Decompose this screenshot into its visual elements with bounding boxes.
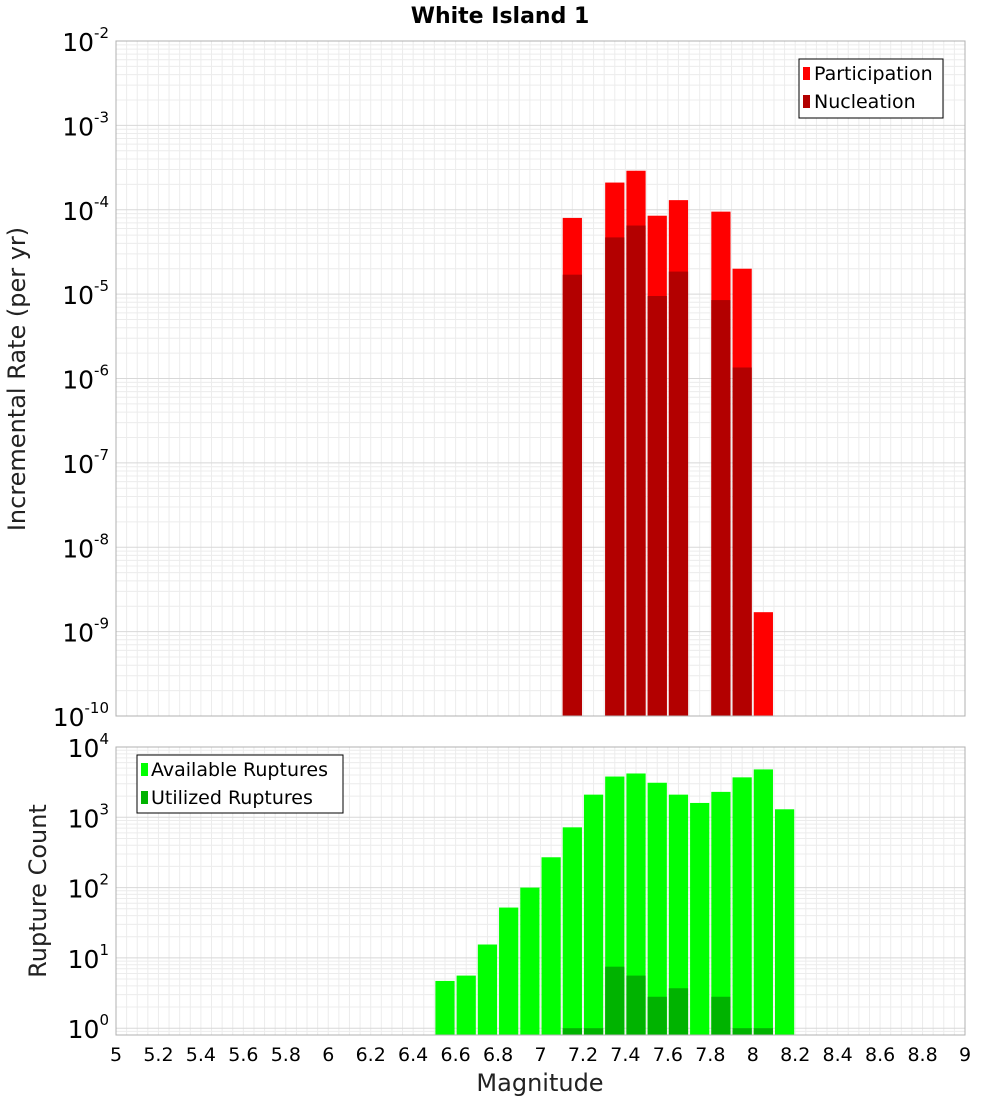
- rate-y-tick-label: 10-3: [62, 108, 109, 141]
- count-legend: Available Ruptures Utilized Ruptures: [136, 754, 344, 814]
- rate-y-axis-label: Incremental Rate (per yr): [3, 227, 31, 531]
- x-tick-label: 6: [322, 1044, 334, 1066]
- x-tick-label: 6.2: [356, 1044, 386, 1066]
- x-tick-label: 7.4: [610, 1044, 640, 1066]
- count-bar-series1: [753, 769, 773, 1035]
- x-tick-label: 9: [959, 1044, 971, 1066]
- x-tick-label: 6.6: [440, 1044, 470, 1066]
- rate-bar-series1: [753, 612, 773, 716]
- x-tick-label: 5.6: [228, 1044, 258, 1066]
- chart-title: White Island 1: [411, 4, 590, 29]
- count-bar-series1: [690, 802, 710, 1035]
- count-y-tick-label: 100: [68, 1011, 109, 1044]
- count-bar-series1: [647, 782, 667, 1035]
- rate-y-tick-label: 10-9: [62, 615, 109, 648]
- legend-label-participation: Participation: [814, 63, 933, 85]
- rate-bar-series2: [668, 271, 689, 716]
- legend-swatch-participation: [803, 67, 810, 80]
- count-bar-series2: [562, 1028, 582, 1035]
- count-bar-series1: [774, 809, 795, 1035]
- rate-panel: 10-10 10-9 10-8 10-7 10-6 10-5 10-4 10-3 10-2 In…: [3, 24, 966, 732]
- x-tick-label: 7.2: [568, 1044, 598, 1066]
- count-bar-series2: [647, 996, 667, 1035]
- legend-label-nucleation: Nucleation: [814, 91, 916, 113]
- count-bar-series1: [583, 794, 604, 1035]
- rate-plot-border: [115, 40, 966, 717]
- rate-y-tick-label: 10-2: [62, 24, 109, 57]
- count-bar-series1: [499, 907, 519, 1035]
- legend-swatch-available: [141, 763, 148, 776]
- rate-y-tick-label: 10-6: [62, 362, 109, 395]
- x-tick-label: 6.4: [398, 1044, 428, 1066]
- rate-bar-series2: [732, 367, 752, 716]
- rate-y-tick-label: 10-4: [62, 193, 109, 226]
- rate-bar-series2: [626, 225, 646, 716]
- rate-y-tick-label: 10-5: [62, 277, 109, 310]
- rate-y-tick-labels: 10-10 10-9 10-8 10-7 10-6 10-5 10-4 10-3 10-2: [53, 24, 109, 732]
- count-bar-series2: [583, 1028, 604, 1035]
- rate-y-tick-label: 10-8: [62, 530, 109, 563]
- count-legend-box: [136, 754, 344, 814]
- count-bar-series1: [435, 980, 455, 1035]
- x-tick-label: 5.8: [271, 1044, 301, 1066]
- count-y-axis-label: Rupture Count: [24, 804, 52, 978]
- count-bar-series2: [626, 975, 646, 1035]
- x-tick-label: 5.4: [186, 1044, 216, 1066]
- rate-legend: Participation Nucleation: [798, 58, 944, 119]
- count-bar-series2: [605, 966, 625, 1035]
- count-bar-series1: [626, 773, 646, 1035]
- count-bars: [435, 769, 795, 1035]
- count-y-tick-label: 102: [68, 871, 109, 904]
- count-bar-series1: [541, 857, 561, 1035]
- count-bar-series1: [456, 975, 476, 1035]
- count-bar-series1: [732, 777, 752, 1035]
- x-tick-label: 8.2: [780, 1044, 810, 1066]
- count-bar-series1: [477, 944, 498, 1035]
- count-bar-series1: [562, 827, 582, 1035]
- x-tick-label: 8: [747, 1044, 759, 1066]
- count-bar-series2: [753, 1028, 773, 1035]
- x-tick-label: 5.2: [143, 1044, 173, 1066]
- count-panel: 100 101 102 103 104 5 5.2 5.4 5.6 5.8 6 6.2 6.4 6.6 6…: [24, 730, 971, 1097]
- rate-bars: [562, 170, 773, 717]
- legend-swatch-nucleation: [803, 95, 810, 108]
- x-tick-labels: 5 5.2 5.4 5.6 5.8 6 6.2 6.4 6.6 6.8 7 7.2 7.4 7.6 7.8 8…: [110, 1044, 971, 1066]
- count-plot-border: [115, 746, 966, 1036]
- count-bar-series1: [668, 794, 689, 1035]
- rate-bar-series2: [562, 274, 582, 716]
- x-tick-label: 8.6: [865, 1044, 895, 1066]
- x-tick-label: 6.8: [483, 1044, 513, 1066]
- count-bar-series2: [732, 1028, 752, 1035]
- count-bar-series2: [711, 996, 731, 1035]
- rate-gridlines: [115, 40, 966, 717]
- x-axis-label: Magnitude: [476, 1069, 603, 1097]
- x-tick-label: 7: [534, 1044, 546, 1066]
- count-y-tick-label: 104: [68, 730, 109, 763]
- legend-swatch-utilized: [141, 791, 148, 804]
- count-bar-series2: [668, 988, 689, 1035]
- x-tick-label: 7.6: [653, 1044, 683, 1066]
- rate-bar-series2: [647, 296, 667, 716]
- x-tick-label: 8.8: [907, 1044, 937, 1066]
- x-tick-label: 5: [110, 1044, 122, 1066]
- rate-bar-series2: [605, 237, 625, 716]
- count-y-tick-label: 101: [68, 941, 109, 974]
- rate-bar-series2: [711, 300, 731, 716]
- x-tick-label: 7.8: [695, 1044, 725, 1066]
- x-tick-label: 8.4: [823, 1044, 853, 1066]
- count-bar-series1: [711, 791, 731, 1035]
- legend-label-utilized: Utilized Ruptures: [151, 787, 313, 809]
- rate-legend-box: [798, 58, 944, 119]
- rate-y-tick-label: 10-7: [62, 446, 109, 479]
- count-y-tick-label: 103: [68, 800, 109, 833]
- count-y-tick-labels: 100 101 102 103 104: [68, 730, 109, 1044]
- count-bar-series1: [520, 887, 540, 1035]
- legend-label-available: Available Ruptures: [151, 759, 328, 781]
- rate-y-tick-label: 10-10: [53, 699, 109, 732]
